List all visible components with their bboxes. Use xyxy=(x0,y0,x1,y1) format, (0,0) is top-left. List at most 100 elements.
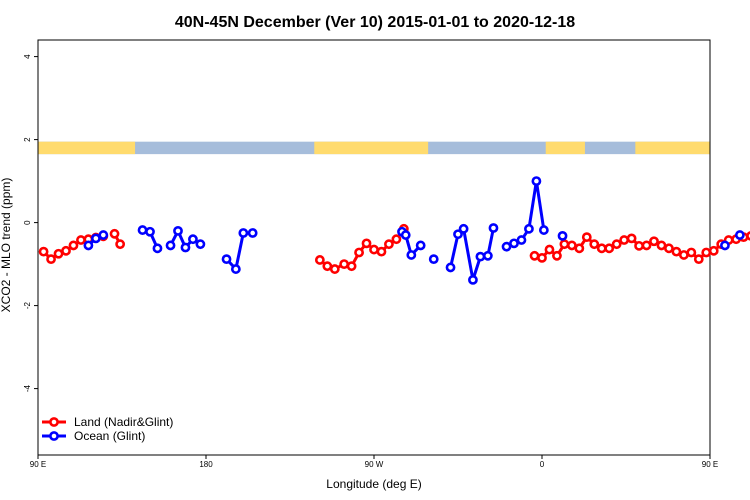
data-point xyxy=(574,243,585,254)
x-tick-label: 0 xyxy=(540,460,545,469)
data-point xyxy=(641,240,652,251)
data-point xyxy=(581,232,592,243)
data-point xyxy=(720,240,730,251)
data-point xyxy=(619,235,630,245)
data-point xyxy=(596,243,607,254)
data-point xyxy=(516,235,527,245)
data-point xyxy=(165,240,176,251)
y-tick-label: 0 xyxy=(23,220,32,225)
data-point xyxy=(137,225,148,235)
data-point xyxy=(746,231,750,241)
data-point xyxy=(384,239,394,250)
data-point xyxy=(524,223,534,234)
data-point xyxy=(678,250,689,260)
data-point xyxy=(708,245,719,256)
data-point xyxy=(247,228,258,238)
data-point xyxy=(391,234,402,245)
data-point xyxy=(38,246,49,257)
data-point xyxy=(671,246,682,257)
series-layer xyxy=(38,176,750,285)
data-point xyxy=(589,239,600,250)
chart-title: 40N-45N December (Ver 10) 2015-01-01 to … xyxy=(175,14,575,31)
legend: Land (Nadir&Glint)Ocean (Glint) xyxy=(42,415,173,443)
data-point xyxy=(509,238,519,249)
y-tick-label: -4 xyxy=(23,384,32,392)
data-point xyxy=(664,243,674,254)
legend-label: Ocean (Glint) xyxy=(74,429,145,443)
data-point xyxy=(180,242,191,253)
data-point xyxy=(188,234,198,245)
data-point xyxy=(53,248,64,259)
data-point xyxy=(238,228,249,238)
data-point xyxy=(346,261,357,272)
data-point xyxy=(195,239,206,250)
data-point xyxy=(230,264,241,274)
data-point xyxy=(369,244,379,255)
data-point xyxy=(458,223,469,234)
data-point xyxy=(406,250,417,260)
data-point xyxy=(552,250,562,261)
data-point xyxy=(98,230,109,240)
data-point xyxy=(544,244,555,255)
data-point xyxy=(329,264,340,274)
data-point xyxy=(634,240,644,251)
data-point xyxy=(656,240,667,251)
data-point xyxy=(428,254,439,265)
land-band xyxy=(635,141,710,155)
data-point xyxy=(566,240,577,251)
data-point xyxy=(626,233,637,244)
x-tick-label: 90 E xyxy=(702,460,718,469)
data-point xyxy=(376,246,387,257)
data-point xyxy=(453,229,463,240)
data-point xyxy=(445,262,456,273)
series-line xyxy=(505,179,546,249)
y-axis-label: XCO2 - MLO trend (ppm) xyxy=(0,178,13,313)
data-point xyxy=(221,254,232,265)
data-point xyxy=(604,243,615,254)
series-ocean xyxy=(83,176,745,285)
data-point xyxy=(61,245,71,256)
data-point xyxy=(354,247,364,258)
data-point xyxy=(701,247,712,258)
data-point xyxy=(339,259,350,269)
data-point xyxy=(649,236,659,247)
data-point xyxy=(314,255,325,265)
data-point xyxy=(686,247,697,258)
data-point xyxy=(83,240,94,251)
data-point xyxy=(46,254,56,265)
x-tick-label: 90 E xyxy=(30,460,46,469)
data-point xyxy=(145,226,155,237)
y-tick-label: -2 xyxy=(23,301,32,309)
data-point xyxy=(115,239,126,250)
data-point xyxy=(109,228,120,239)
y-tick-label: 2 xyxy=(23,137,32,142)
data-point xyxy=(734,230,745,240)
y-tick-label: 4 xyxy=(23,54,32,59)
data-point xyxy=(90,233,101,244)
x-tick-label: 180 xyxy=(199,460,213,469)
landmask-strip xyxy=(38,141,710,155)
data-point xyxy=(501,241,512,252)
land-band xyxy=(545,141,585,155)
data-point xyxy=(488,223,499,233)
data-point xyxy=(557,230,568,241)
data-point xyxy=(693,254,704,265)
x-axis-label: Longitude (deg E) xyxy=(326,477,421,491)
land-band xyxy=(314,141,429,155)
data-point xyxy=(559,239,570,250)
x-tick-label: 90 W xyxy=(365,460,384,469)
data-point xyxy=(173,225,183,236)
data-point xyxy=(400,230,411,240)
data-point xyxy=(537,252,547,263)
data-point xyxy=(475,251,486,262)
data-point xyxy=(361,238,372,249)
legend-label: Land (Nadir&Glint) xyxy=(74,415,173,429)
data-point xyxy=(76,235,86,245)
data-point xyxy=(468,274,478,285)
data-point xyxy=(415,240,426,251)
legend-marker xyxy=(49,417,59,427)
data-point xyxy=(152,243,163,254)
data-point xyxy=(529,250,540,261)
